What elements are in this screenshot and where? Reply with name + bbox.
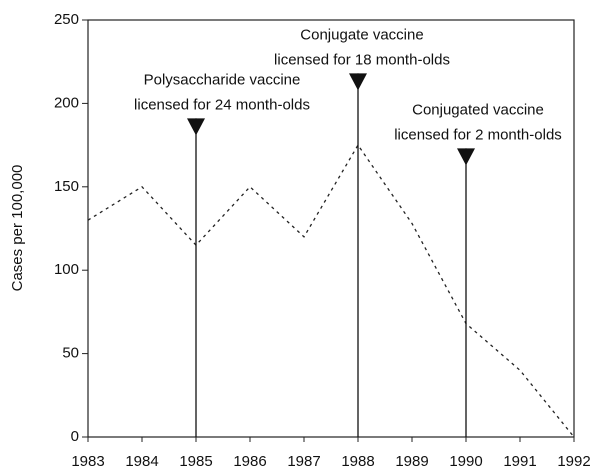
y-tick-label: 200	[54, 94, 79, 111]
x-tick-label: 1990	[449, 453, 482, 470]
x-tick-label: 1985	[179, 453, 212, 470]
annotation-text: Conjugate vaccine	[300, 26, 423, 43]
line	[87, 143, 575, 438]
x-tick-label: 1983	[71, 453, 104, 470]
y-axis-label: Cases per 100,000	[9, 165, 26, 292]
y-tick-label: 150	[54, 178, 79, 195]
x-tick-label: 1991	[503, 453, 536, 470]
annotation-marker	[187, 118, 205, 136]
x-tick-label: 1988	[341, 453, 374, 470]
x-tick-label: 1992	[557, 453, 590, 470]
x-tick-label: 1984	[125, 453, 158, 470]
annotation-text: Polysaccharide vaccine	[144, 71, 301, 88]
y-tick-label: 50	[62, 345, 79, 362]
annotation-marker	[349, 73, 367, 91]
annotation-text: licensed for 18 month-olds	[274, 51, 450, 68]
y-tick-label: 100	[54, 261, 79, 278]
x-tick-label: 1989	[395, 453, 428, 470]
annotation-text: Conjugated vaccine	[412, 101, 544, 118]
annotation-marker	[457, 148, 475, 166]
y-tick-label: 250	[54, 11, 79, 28]
x-tick-label: 1987	[287, 453, 320, 470]
y-tick-label: 0	[71, 428, 79, 445]
annotation-text: licensed for 24 month-olds	[134, 96, 310, 113]
annotation-text: licensed for 2 month-olds	[394, 126, 562, 143]
plot-frame	[87, 19, 575, 438]
x-tick-label: 1986	[233, 453, 266, 470]
